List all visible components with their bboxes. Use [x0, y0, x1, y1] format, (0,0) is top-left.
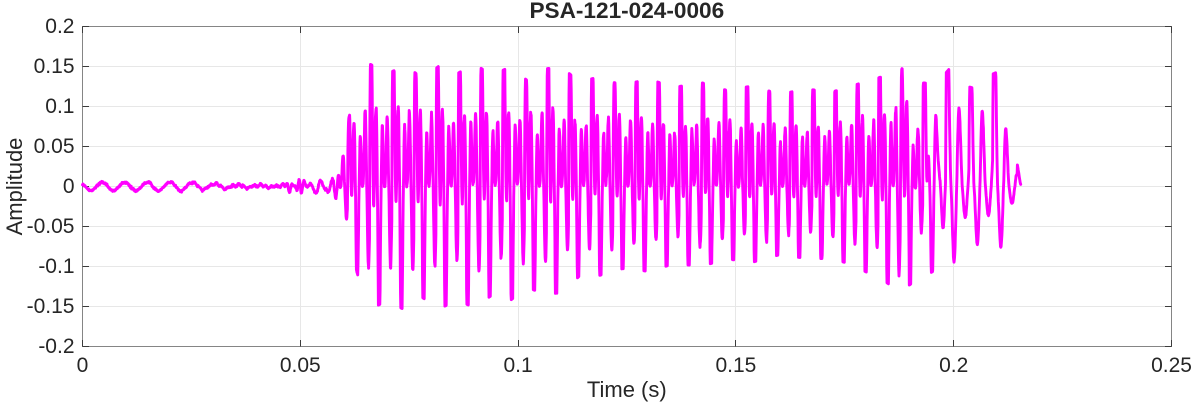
svg-text:-0.2: -0.2: [38, 335, 74, 358]
svg-text:0.05: 0.05: [34, 135, 75, 158]
svg-text:-0.1: -0.1: [38, 255, 74, 278]
svg-text:0.15: 0.15: [715, 354, 756, 377]
svg-text:0.1: 0.1: [45, 95, 74, 118]
svg-text:Amplitude: Amplitude: [2, 138, 27, 236]
svg-text:Time (s): Time (s): [587, 377, 667, 402]
svg-text:0.05: 0.05: [280, 354, 321, 377]
svg-text:-0.15: -0.15: [27, 295, 75, 318]
svg-text:0.2: 0.2: [45, 15, 74, 38]
svg-text:0.25: 0.25: [1151, 354, 1192, 377]
svg-text:PSA-121-024-0006: PSA-121-024-0006: [529, 0, 724, 23]
svg-text:-0.05: -0.05: [27, 215, 75, 238]
svg-text:0.15: 0.15: [34, 55, 75, 78]
svg-text:0: 0: [63, 175, 75, 198]
svg-text:0.1: 0.1: [503, 354, 532, 377]
svg-text:0: 0: [77, 354, 89, 377]
svg-text:0.2: 0.2: [939, 354, 968, 377]
